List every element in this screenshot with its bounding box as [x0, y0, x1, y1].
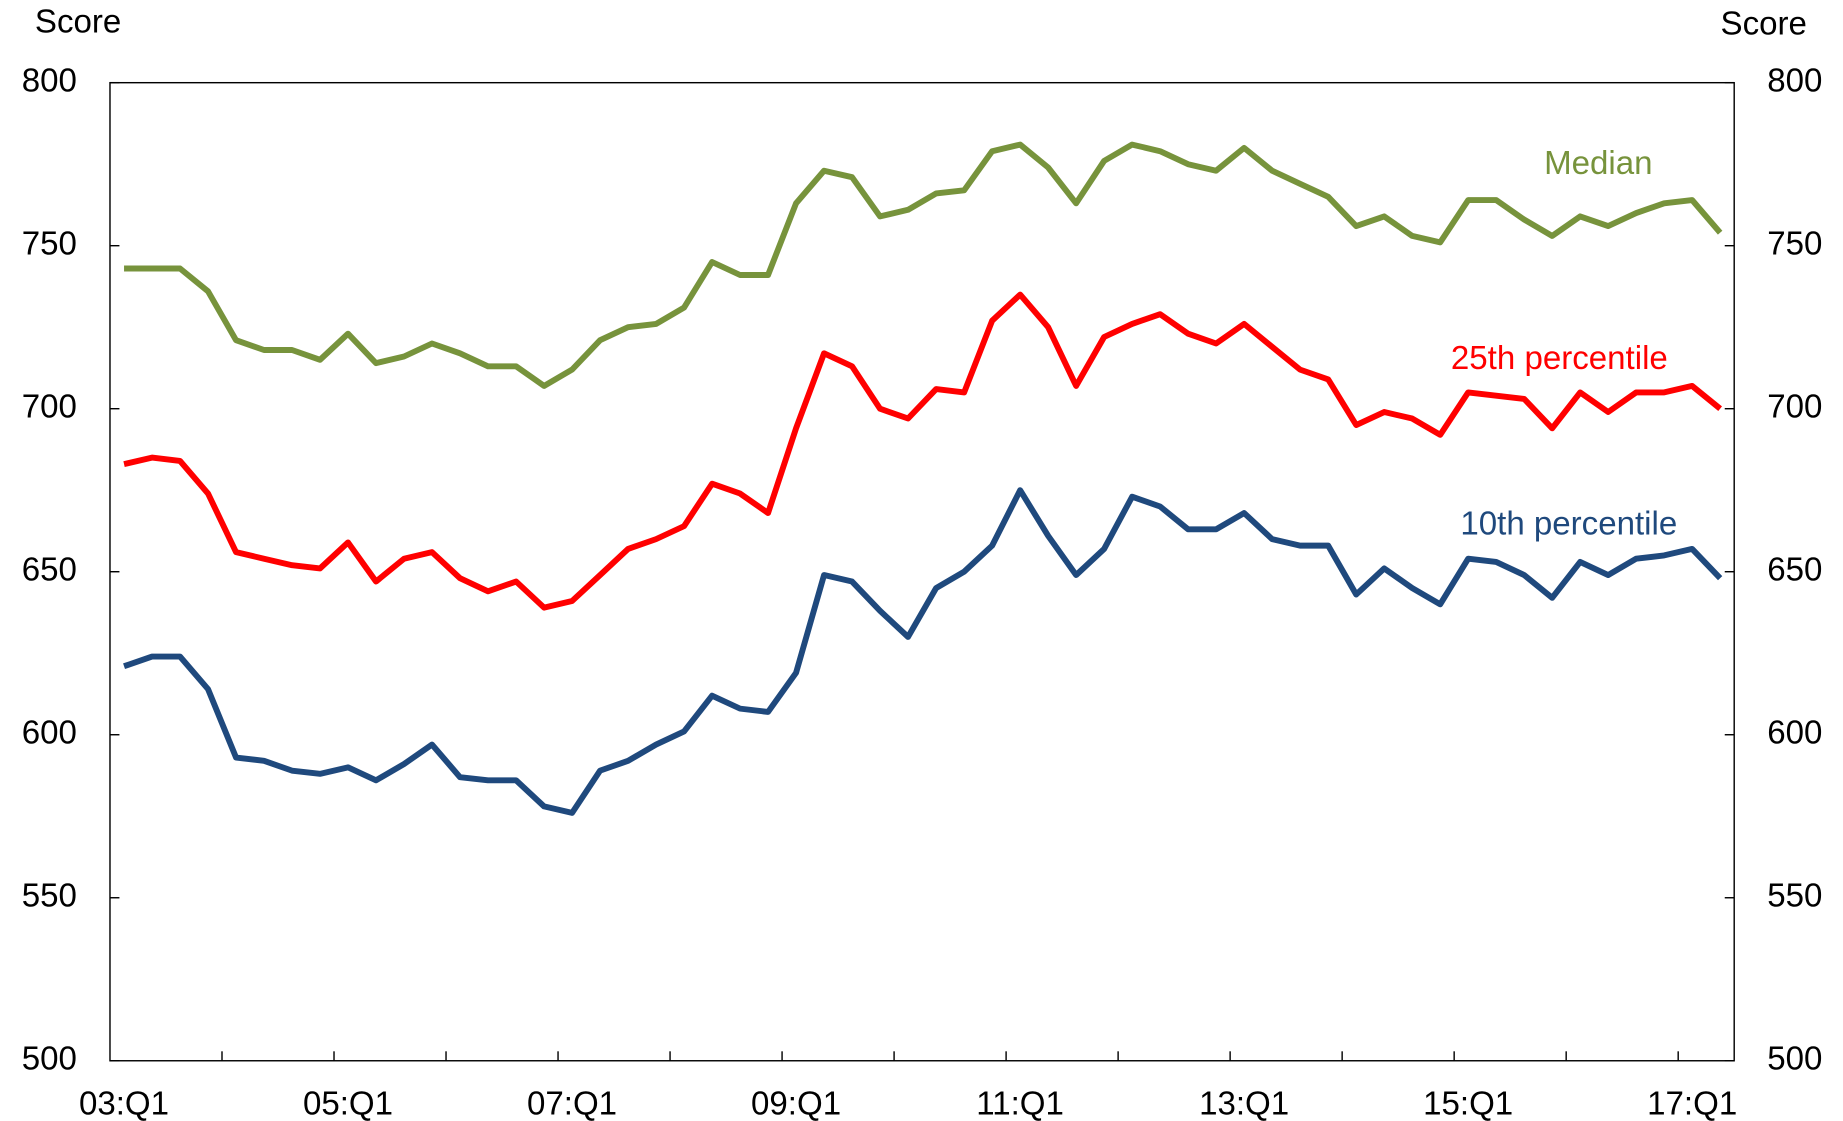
y2-tick-label: 650: [1767, 551, 1822, 588]
x-tick-label: 15:Q1: [1423, 1085, 1513, 1121]
y2-tick-label: 550: [1767, 877, 1822, 914]
y2-tick-label: 700: [1767, 388, 1822, 425]
x-tick-label: 05:Q1: [303, 1085, 393, 1121]
series-label: 10th percentile: [1460, 505, 1677, 542]
y-tick-label: 800: [22, 62, 77, 99]
y-tick-label: 550: [22, 877, 77, 914]
y-tick-label: 750: [22, 225, 77, 262]
x-tick-label: 03:Q1: [79, 1085, 169, 1121]
y2-tick-label: 500: [1767, 1040, 1822, 1077]
x-tick-label: 17:Q1: [1647, 1085, 1737, 1121]
y-tick-label: 500: [22, 1040, 77, 1077]
y-tick-label: 600: [22, 714, 77, 751]
y2-tick-label: 800: [1767, 62, 1822, 99]
x-tick-label: 09:Q1: [751, 1085, 841, 1121]
y2-tick-label: 750: [1767, 225, 1822, 262]
y2-axis-label: Score: [1721, 6, 1807, 43]
x-tick-label: 13:Q1: [1199, 1085, 1289, 1121]
y-tick-label: 650: [22, 551, 77, 588]
x-tick-label: 07:Q1: [527, 1085, 617, 1121]
y-tick-label: 700: [22, 388, 77, 425]
y2-tick-label: 600: [1767, 714, 1822, 751]
plot-frame: [109, 81, 1735, 1062]
y-axis-label: Score: [35, 3, 121, 40]
x-tick-label: 11:Q1: [976, 1085, 1064, 1121]
series-line: [123, 291, 1723, 611]
series-line: [124, 141, 1723, 389]
series-label: Median: [1544, 145, 1652, 182]
series-line: [123, 487, 1723, 816]
series-label: 25th percentile: [1451, 340, 1668, 377]
